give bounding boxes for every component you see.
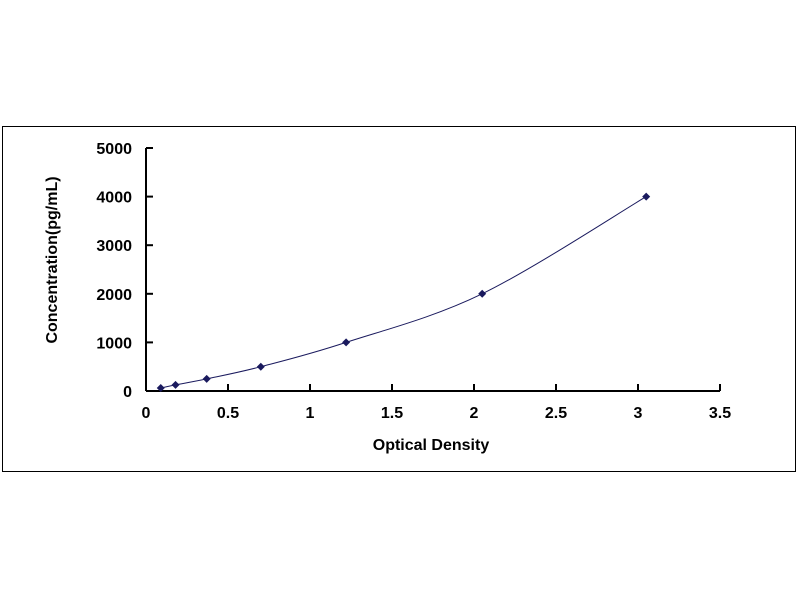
y-tick-label: 0	[123, 384, 132, 401]
x-axis-label: Optical Density	[373, 437, 490, 454]
data-point	[478, 289, 487, 298]
x-tick-label: 2.5	[545, 405, 567, 422]
data-point	[171, 380, 180, 389]
y-tick-label: 5000	[96, 141, 132, 158]
y-tick-label: 1000	[96, 335, 132, 352]
data-point	[156, 383, 165, 392]
data-point	[256, 362, 265, 371]
chart-frame	[2, 126, 796, 472]
data-point	[202, 374, 211, 383]
fit-curve	[160, 196, 647, 389]
y-tick-label: 2000	[96, 287, 132, 304]
y-tick-label: 4000	[96, 190, 132, 207]
y-axis-label: Concentration(pg/mL)	[44, 176, 61, 343]
x-tick-label: 3	[634, 405, 643, 422]
x-tick-label: 2	[470, 405, 479, 422]
x-tick-label: 1	[306, 405, 315, 422]
x-tick-label: 3.5	[709, 405, 731, 422]
data-point	[342, 338, 351, 347]
x-tick-label: 0.5	[217, 405, 239, 422]
x-tick-label: 0	[142, 405, 151, 422]
y-tick-label: 3000	[96, 238, 132, 255]
x-tick-label: 1.5	[381, 405, 403, 422]
data-point	[642, 192, 651, 201]
